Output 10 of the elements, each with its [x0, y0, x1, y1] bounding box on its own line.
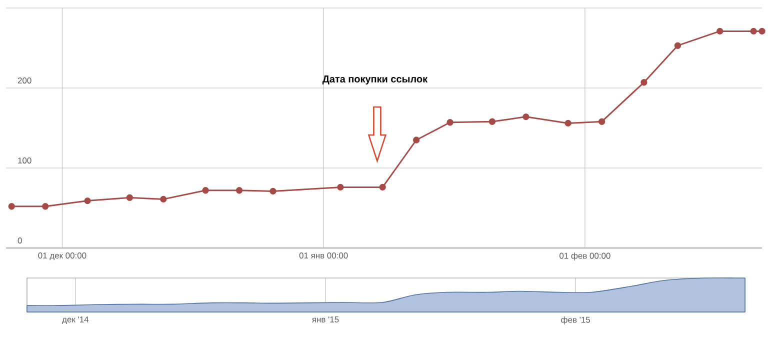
y-tick-label: 200 [18, 77, 32, 84]
y-tick-label: 100 [18, 157, 32, 164]
x-tick-label: фев '15 [561, 316, 590, 324]
annotation: Дата покупки ссылок [322, 76, 428, 84]
x-tick-label: 01 янв 00:00 [299, 252, 348, 259]
y-tick-label: 0 [18, 237, 22, 244]
x-tick-label: 01 фев 00:00 [560, 252, 610, 260]
x-tick-label: 01 дек 00:00 [38, 252, 86, 260]
x-tick-label: дек '14 [62, 316, 89, 324]
x-tick-label: янв '15 [312, 316, 339, 322]
